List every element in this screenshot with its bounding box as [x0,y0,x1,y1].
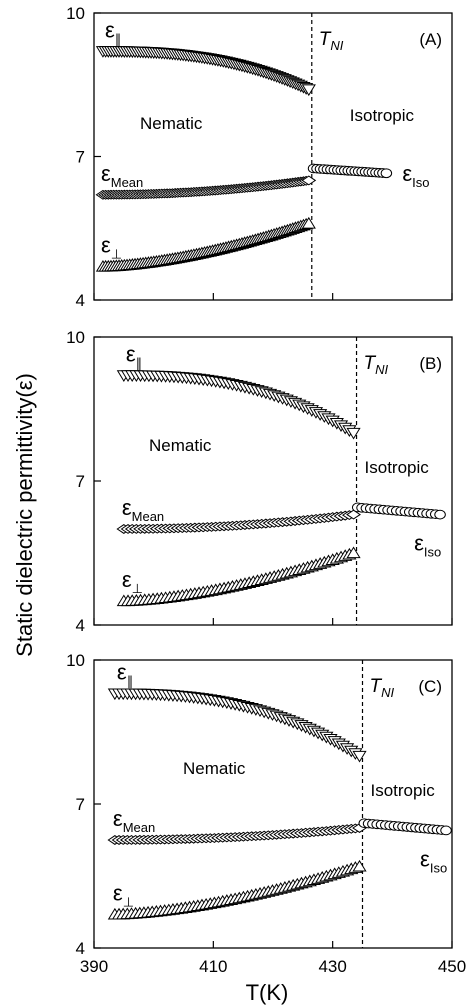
series-diamond [116,509,361,534]
series-label-circle: εIso [414,531,441,560]
series-label-diamond: εMean [101,161,143,190]
series-label-symbol: ε [122,495,132,520]
series-label-symbol: ε [101,233,111,258]
series-label-symbol: ε [113,806,123,831]
y-tick-label: 4 [76,939,85,958]
series-label-symbol: ε [414,531,424,556]
y-tick-label: 10 [66,651,85,670]
series-diamond [107,823,367,845]
series-triangle-up [116,546,361,607]
isotropic-label: Isotropic [350,106,415,125]
data-point-diamond [301,175,317,186]
x-tick-label: 410 [199,957,227,976]
data-point-triangle-up [301,216,316,229]
y-tick-label: 10 [66,328,85,347]
series-triangle-up [95,216,316,272]
tni-label: TNI [370,676,395,700]
tni-label-sub: NI [375,362,388,377]
data-point-triangle-down [346,427,361,440]
tni-label-main: T [364,353,377,374]
data-point-diamond [352,823,367,833]
series-label-sub: ⊥ [123,894,134,909]
series-label-symbol: ε [117,660,127,685]
series-label-symbol: ε [402,161,412,186]
series-label-symbol: ε [126,341,136,366]
y-tick-label: 7 [76,148,85,167]
series-label-triangle-down: ε∥ [105,17,121,46]
series-label-sub: Iso [430,860,447,875]
y-axis-label: Static dielectric permittivity(ε) [12,373,37,657]
data-point-circle [440,825,452,836]
y-tick-label: 7 [76,472,85,491]
data-point-triangle-down [352,750,367,763]
series-label-sub: Iso [424,545,441,560]
series-label-symbol: ε [101,161,111,186]
x-tick-label: 390 [80,957,108,976]
tni-label-main: T [319,29,332,50]
series-label-sub: Mean [123,820,156,835]
y-tick-label: 7 [76,795,85,814]
data-point-triangle-down [301,84,316,97]
nematic-label: Nematic [140,114,203,133]
series-label-symbol: ε [105,17,115,42]
tni-label-main: T [370,676,383,697]
series-label-sub: ∥ [136,355,143,370]
plot-frame [93,659,453,949]
x-tick-label: 450 [438,957,466,976]
y-tick-label: 10 [66,4,85,23]
series-label-symbol: ε [420,846,430,871]
panel-tag: (C) [418,677,442,696]
y-tick-label: 4 [76,291,85,310]
series-label-triangle-up: ε⊥ [113,880,134,909]
nematic-label: Nematic [183,759,246,778]
series-label-circle: εIso [402,161,429,190]
series-label-triangle-up: ε⊥ [101,233,122,262]
y-tick-label: 4 [76,616,85,635]
series-label-circle: εIso [420,846,447,875]
tni-label: TNI [319,29,344,53]
isotropic-label: Isotropic [371,781,436,800]
series-label-sub: Iso [412,175,429,190]
series-label-sub: ⊥ [111,247,122,262]
series-diamond [95,175,317,200]
x-axis-label: T(K) [246,980,289,1005]
series-circle [307,163,393,179]
isotropic-label: Isotropic [365,458,430,477]
data-point-circle [380,168,393,179]
series-label-sub: ∥ [127,674,134,689]
tni-label-sub: NI [381,685,394,700]
data-point-triangle-up [346,546,361,559]
series-label-sub: ⊥ [132,581,143,596]
series-circle [358,818,452,836]
panel-tag: (A) [419,30,442,49]
series-label-triangle-down: ε∥ [117,660,133,689]
series-label-triangle-down: ε∥ [126,341,142,370]
series-triangle-down [107,688,367,763]
data-point-diamond [346,509,361,520]
series-circle [351,502,446,520]
x-tick-label: 430 [318,957,346,976]
series-label-symbol: ε [122,567,132,592]
panel-tag: (B) [419,354,442,373]
series-triangle-down [116,370,361,440]
tni-label-sub: NI [330,38,343,53]
nematic-label: Nematic [149,436,212,455]
series-label-sub: Mean [111,175,144,190]
tni-label: TNI [364,353,389,377]
series-label-symbol: ε [113,880,123,905]
series-label-triangle-up: ε⊥ [122,567,143,596]
data-point-circle [434,509,446,520]
data-point-triangle-up [352,859,367,872]
series-label-sub: ∥ [115,31,122,46]
series-triangle-up [107,859,367,920]
series-label-sub: Mean [132,509,165,524]
series-triangle-down [95,46,316,97]
series-label-diamond: εMean [113,806,155,835]
series-label-diamond: εMean [122,495,164,524]
